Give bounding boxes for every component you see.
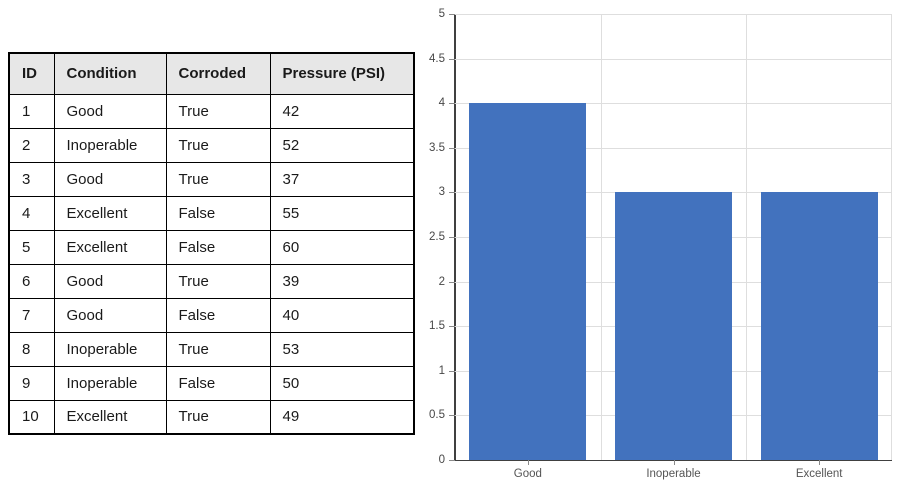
table-cell: True bbox=[165, 93, 271, 129]
table-cell: 2 bbox=[8, 127, 55, 163]
table-cell: False bbox=[165, 365, 271, 401]
y-axis-tick bbox=[449, 415, 455, 417]
v-gridline bbox=[746, 14, 748, 460]
y-axis-tick-label: 4 bbox=[438, 97, 445, 110]
table-cell: 53 bbox=[269, 331, 415, 367]
y-axis-tick-label: 5 bbox=[438, 8, 445, 20]
y-axis-tick-label: 1.5 bbox=[429, 320, 445, 333]
y-axis-tick-label: 3 bbox=[438, 186, 445, 199]
v-gridline bbox=[600, 14, 602, 460]
table-cell: 42 bbox=[269, 93, 415, 129]
table-cell: 7 bbox=[8, 297, 55, 333]
table-cell: 60 bbox=[269, 229, 415, 265]
y-axis-tick bbox=[449, 192, 455, 194]
y-axis-tick-label: 0 bbox=[438, 454, 445, 466]
x-axis-tick bbox=[527, 460, 529, 465]
table-cell: Excellent bbox=[53, 195, 167, 231]
table-cell: Good bbox=[53, 297, 167, 333]
x-axis-tick bbox=[819, 460, 821, 465]
y-axis-tick bbox=[449, 460, 455, 461]
table-cell: 3 bbox=[8, 161, 55, 197]
column-header: Pressure (PSI) bbox=[269, 52, 415, 95]
v-gridline bbox=[891, 14, 892, 460]
table-row: 7 Good False 40 bbox=[8, 297, 415, 333]
table-cell: 39 bbox=[269, 263, 415, 299]
y-axis-tick bbox=[449, 370, 455, 372]
y-axis-tick bbox=[449, 281, 455, 283]
h-gridline bbox=[455, 58, 892, 60]
table-cell: 50 bbox=[269, 365, 415, 401]
table-cell: Good bbox=[53, 263, 167, 299]
y-axis-tick-label: 2 bbox=[438, 275, 445, 288]
table-cell: True bbox=[165, 161, 271, 197]
table-cell: Excellent bbox=[53, 399, 167, 435]
table-cell: 8 bbox=[8, 331, 55, 367]
bar-excellent bbox=[760, 192, 878, 460]
x-axis-category-label: Excellent bbox=[795, 468, 843, 480]
table-cell: True bbox=[165, 331, 271, 367]
table-cell: False bbox=[165, 297, 271, 333]
table-row: 6 Good True 39 bbox=[8, 263, 415, 299]
table-header-row: ID Condition Corroded Pressure (PSI) bbox=[8, 52, 415, 95]
table-cell: 49 bbox=[269, 399, 415, 435]
table-row: 3 Good True 37 bbox=[8, 161, 415, 197]
table-cell: False bbox=[165, 229, 271, 265]
table-row: 5 Excellent False 60 bbox=[8, 229, 415, 265]
table-cell: 4 bbox=[8, 195, 55, 231]
table-cell: True bbox=[165, 127, 271, 163]
y-axis-tick-label: 0.5 bbox=[429, 409, 445, 422]
x-axis-category-label: Good bbox=[513, 468, 542, 480]
x-axis-category-label: Inoperable bbox=[646, 468, 701, 480]
table-cell: Inoperable bbox=[53, 331, 167, 367]
table-cell: 6 bbox=[8, 263, 55, 299]
table-cell: 40 bbox=[269, 297, 415, 333]
table-cell: 5 bbox=[8, 229, 55, 265]
h-gridline bbox=[455, 103, 892, 105]
y-axis-tick-label: 2.5 bbox=[429, 231, 445, 243]
table-cell: Inoperable bbox=[53, 365, 167, 401]
table-cell: 37 bbox=[269, 161, 415, 197]
y-axis-tick bbox=[449, 103, 455, 105]
y-axis-tick bbox=[449, 237, 455, 238]
y-axis-tick-label: 1 bbox=[438, 364, 445, 377]
y-axis-tick-label: 4.5 bbox=[429, 52, 445, 65]
table-cell: 52 bbox=[269, 127, 415, 163]
plot-area: 5 4.5 4 3.5 3 2.5 2 1.5 1 0.5 0 Good Inoperable Excel… bbox=[429, 8, 892, 480]
y-axis-tick bbox=[449, 147, 455, 149]
table-cell: True bbox=[165, 399, 271, 435]
table-cell: True bbox=[165, 263, 271, 299]
table: ID Condition Corroded Pressure (PSI) 1 Good T… bbox=[8, 52, 415, 435]
table-cell: Good bbox=[53, 161, 167, 197]
bar-inoperable bbox=[615, 192, 732, 460]
y-axis-tick bbox=[449, 326, 455, 328]
x-axis-line bbox=[449, 459, 892, 461]
table-row: 9 Inoperable False 50 bbox=[8, 365, 415, 401]
table-row: 1 Good True 42 bbox=[8, 93, 415, 129]
table-body: 1 Good True 42 2 Inoperable True 52 3 Good True 37 4… bbox=[8, 93, 415, 435]
bar-good bbox=[469, 103, 587, 460]
table-row: 10 Excellent True 49 bbox=[8, 399, 415, 435]
y-axis-tick bbox=[449, 14, 455, 15]
x-axis-tick bbox=[673, 460, 675, 465]
h-gridline bbox=[455, 14, 892, 15]
table-cell: Good bbox=[53, 93, 167, 129]
pipes-data-table: ID Condition Corroded Pressure (PSI) 1 Good T… bbox=[8, 52, 415, 435]
h-gridline bbox=[455, 147, 892, 149]
y-axis-tick bbox=[449, 58, 455, 60]
y-axis-tick-label: 3.5 bbox=[429, 141, 445, 154]
table-row: 8 Inoperable True 53 bbox=[8, 331, 415, 367]
